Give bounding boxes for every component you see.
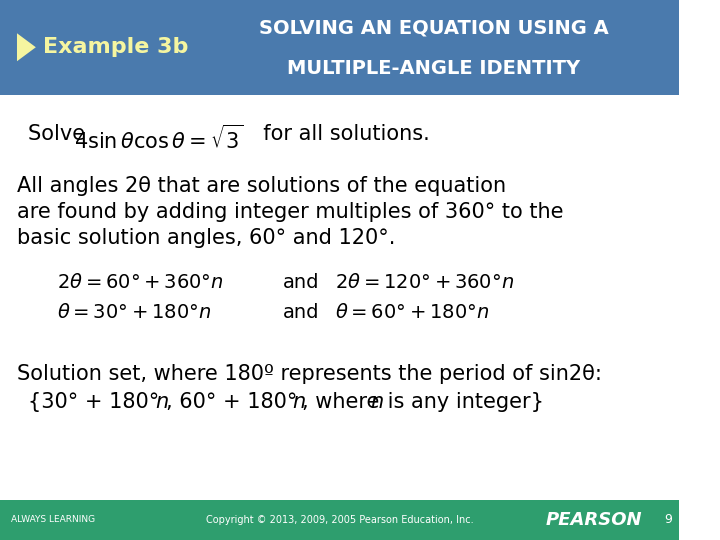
Text: n: n [371,393,384,413]
Text: $4\sin\theta\cos\theta = \sqrt{3}$: $4\sin\theta\cos\theta = \sqrt{3}$ [73,125,243,153]
Text: is any integer}: is any integer} [381,393,544,413]
FancyBboxPatch shape [0,500,679,540]
Text: 9: 9 [664,513,672,526]
Text: n: n [156,393,169,413]
Polygon shape [17,33,36,61]
Text: PEARSON: PEARSON [546,511,642,529]
Text: basic solution angles, 60° and 120°.: basic solution angles, 60° and 120°. [17,228,395,248]
Text: Solve: Solve [28,125,92,145]
Text: MULTIPLE-ANGLE IDENTITY: MULTIPLE-ANGLE IDENTITY [287,58,580,78]
Text: $\theta = 60°+ 180°n$: $\theta = 60°+ 180°n$ [335,302,489,321]
Text: SOLVING AN EQUATION USING A: SOLVING AN EQUATION USING A [259,19,609,38]
Text: n: n [292,393,306,413]
Text: and: and [283,302,320,321]
Text: Example 3b: Example 3b [43,37,189,57]
Text: $2\theta = 60°+ 360°n$: $2\theta = 60°+ 360°n$ [57,273,223,292]
Text: $\theta = 30°+ 180°n$: $\theta = 30°+ 180°n$ [57,302,211,321]
FancyBboxPatch shape [0,0,679,94]
Text: {30° + 180°: {30° + 180° [28,393,160,413]
Text: Copyright © 2013, 2009, 2005 Pearson Education, Inc.: Copyright © 2013, 2009, 2005 Pearson Edu… [206,515,474,525]
Text: Solution set, where 180º represents the period of sin2θ:: Solution set, where 180º represents the … [17,364,602,384]
Text: ALWAYS LEARNING: ALWAYS LEARNING [12,515,96,524]
Text: All angles 2θ that are solutions of the equation: All angles 2θ that are solutions of the … [17,177,506,197]
Text: are found by adding integer multiples of 360° to the: are found by adding integer multiples of… [17,202,564,222]
Text: and: and [283,273,320,292]
Text: , 60° + 180°: , 60° + 180° [166,393,297,413]
Text: for all solutions.: for all solutions. [250,125,430,145]
Text: $2\theta = 120°+ 360°n$: $2\theta = 120°+ 360°n$ [335,273,514,292]
Text: , where: , where [302,393,386,413]
